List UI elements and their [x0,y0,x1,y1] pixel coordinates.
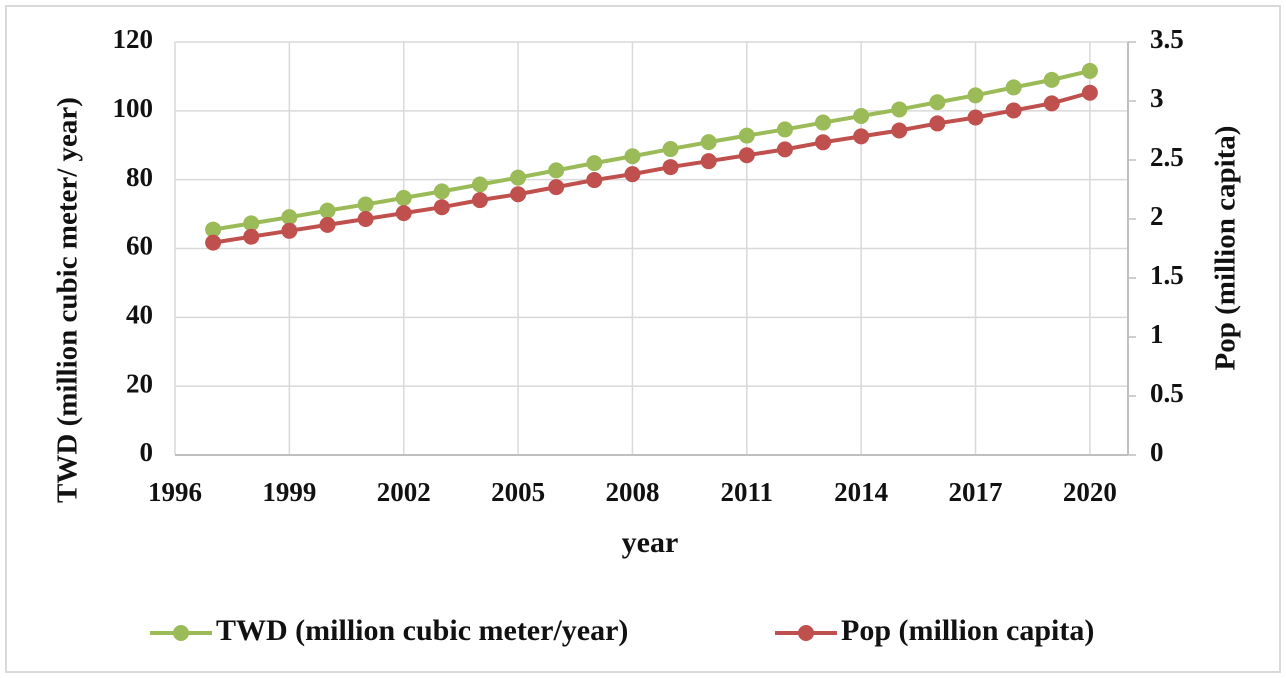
data-point [205,221,222,238]
data-point [738,147,755,164]
data-point [205,234,222,251]
y2-tick-label: 3 [1150,83,1164,113]
data-point [1043,71,1060,88]
data-point [967,87,984,104]
x-tick-label: 2017 [949,477,1003,507]
data-point [700,134,717,151]
data-point [929,94,946,111]
data-point [1005,79,1022,96]
y-tick-label: 0 [140,437,154,467]
y2-tick-label: 0.5 [1150,378,1184,408]
x-tick-label: 2011 [721,477,774,507]
data-point [510,169,527,186]
x-tick-label: 2008 [605,477,659,507]
legend-marker [173,625,189,641]
y-tick-label: 40 [126,300,153,330]
data-point [548,162,565,179]
data-point [738,127,755,144]
y-axis-label: TWD (million cubic meter/ year) [52,97,84,503]
legend-label: TWD (million cubic meter/year) [216,614,628,647]
x-tick-label: 2020 [1063,477,1117,507]
data-point [357,211,374,227]
y-tick-label: 120 [113,24,154,54]
y2-tick-label: 2 [1150,201,1164,231]
y2-tick-label: 1.5 [1150,260,1184,290]
x-tick-label: 2014 [834,477,888,507]
data-point [929,115,946,132]
data-point [967,109,984,126]
data-point [471,192,488,209]
data-point [853,107,870,124]
data-point [776,141,793,158]
y-tick-label: 80 [126,162,153,192]
data-point [624,166,641,183]
data-point [662,141,679,158]
data-point [700,153,717,170]
data-point [471,176,488,193]
chart-frame [5,5,1281,673]
data-point [281,222,298,239]
y2-tick-label: 2.5 [1150,142,1184,172]
y2-tick-label: 1 [1150,319,1164,349]
data-point [1081,84,1098,101]
data-point [319,202,336,219]
x-tick-label: 2005 [491,477,545,507]
data-point [510,186,527,203]
data-point [853,128,870,145]
data-point [433,183,450,200]
data-point [891,122,908,139]
data-point [395,205,412,222]
data-point [357,196,374,213]
y2-axis-label: Pop (million capita) [1210,126,1242,371]
data-point [1043,95,1060,112]
x-axis-label: year [622,526,679,559]
data-point [1005,102,1022,119]
data-point [281,209,298,226]
data-point [433,199,450,216]
data-point [395,189,412,206]
legend-label: Pop (million capita) [841,614,1094,647]
data-point [548,179,565,196]
data-point [624,148,641,165]
y-tick-label: 100 [113,93,154,123]
data-point [815,134,832,151]
data-point [891,101,908,118]
data-point [776,121,793,138]
data-point [662,159,679,176]
y-tick-label: 60 [126,231,153,261]
x-tick-label: 2002 [377,477,431,507]
data-point [586,155,603,172]
y2-tick-label: 0 [1150,437,1164,467]
data-point [1081,62,1098,79]
x-tick-label: 1999 [262,477,316,507]
legend-marker [798,625,814,641]
data-point [815,114,832,131]
data-point [243,215,260,232]
y2-tick-label: 3.5 [1150,24,1184,54]
data-point [243,228,260,245]
data-point [319,216,336,233]
data-point [586,172,603,189]
y-tick-label: 20 [126,368,153,398]
x-tick-label: 1996 [148,477,202,507]
